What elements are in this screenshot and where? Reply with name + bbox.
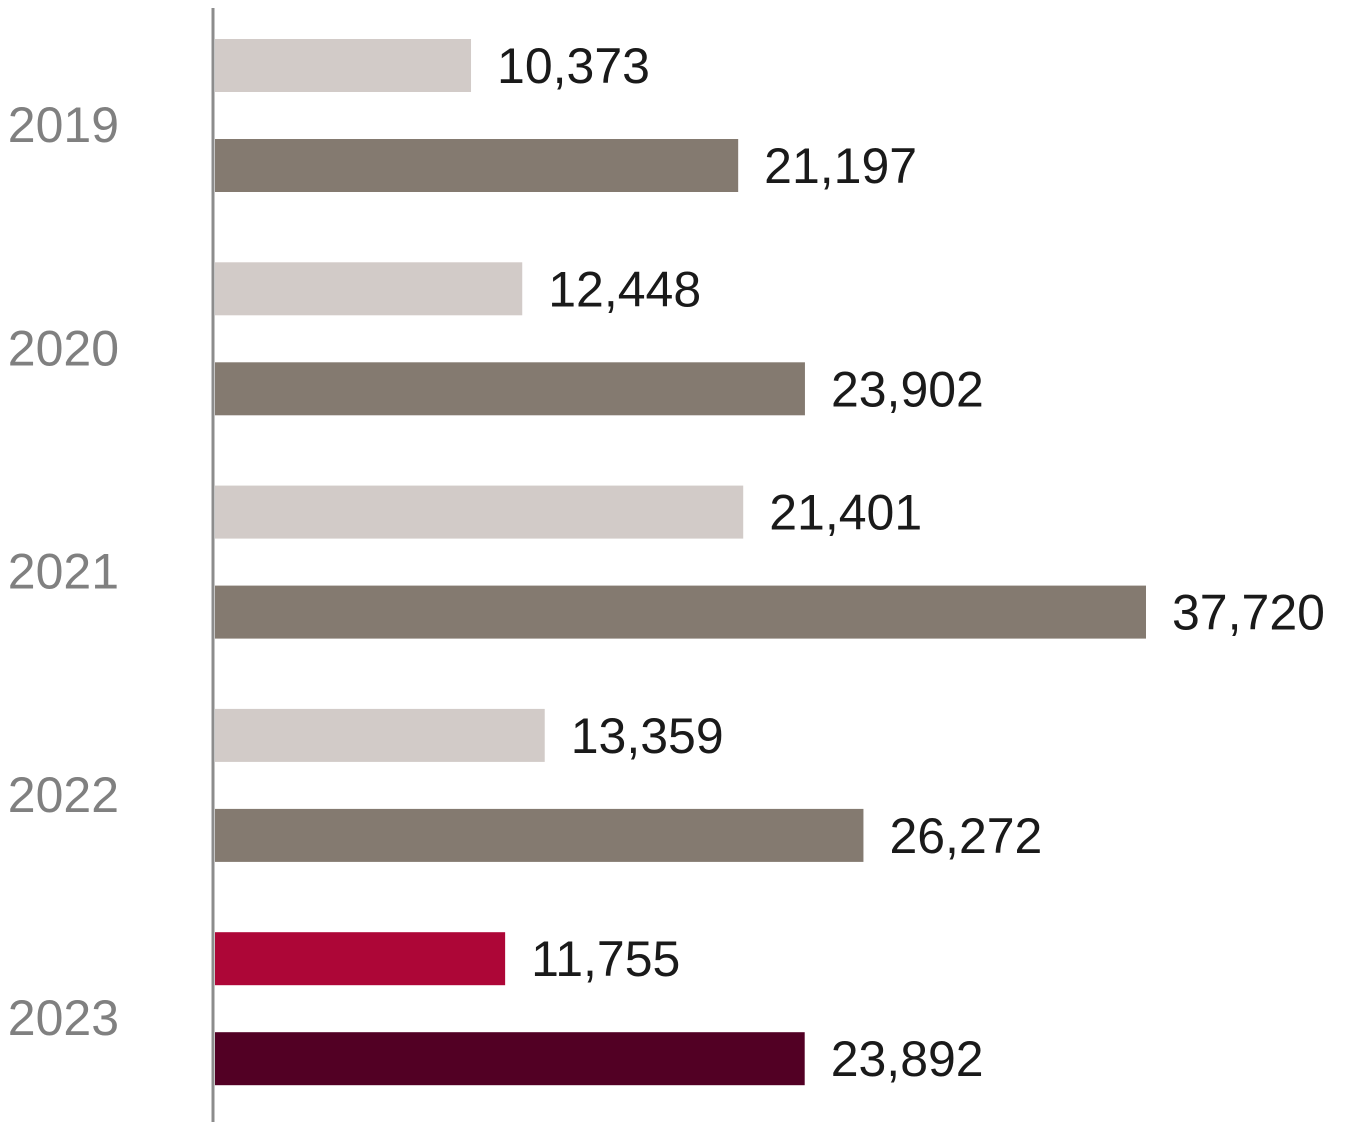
value-label-2022-series-1: 13,359 (571, 708, 724, 764)
value-label-2023-series-1: 11,755 (531, 931, 680, 987)
value-label-2023-series-2: 23,892 (831, 1031, 984, 1087)
value-label-2019-series-1: 10,373 (497, 38, 650, 94)
bar-2020-series-1 (215, 262, 523, 316)
bar-2022-series-1 (215, 708, 545, 762)
value-label-2020-series-1: 12,448 (548, 261, 701, 317)
bar-2021-series-2 (215, 585, 1146, 639)
bars-layer (215, 39, 1146, 1086)
bar-2023-series-1 (215, 932, 506, 986)
labels-layer: 2019 10,373 21,197 2020 12,448 23,902 2021 21,4… (8, 38, 1325, 1087)
value-label-2022-series-2: 26,272 (889, 808, 1042, 864)
category-label-2020: 2020 (8, 320, 119, 376)
value-label-2021-series-2: 37,720 (1172, 585, 1325, 641)
value-label-2021-series-1: 21,401 (769, 485, 922, 541)
bar-2023-series-2 (215, 1032, 805, 1086)
category-label-2022: 2022 (8, 767, 119, 823)
value-label-2019-series-2: 21,197 (764, 138, 917, 194)
bar-2019-series-1 (215, 39, 472, 92)
category-label-2023: 2023 (8, 990, 119, 1046)
bar-2021-series-1 (215, 485, 744, 539)
bar-2019-series-2 (215, 139, 739, 192)
value-label-2020-series-2: 23,902 (831, 361, 984, 417)
category-label-2021: 2021 (8, 544, 119, 600)
category-label-2019: 2019 (8, 97, 119, 153)
bar-2022-series-2 (215, 808, 864, 862)
bar-2020-series-2 (215, 362, 805, 416)
